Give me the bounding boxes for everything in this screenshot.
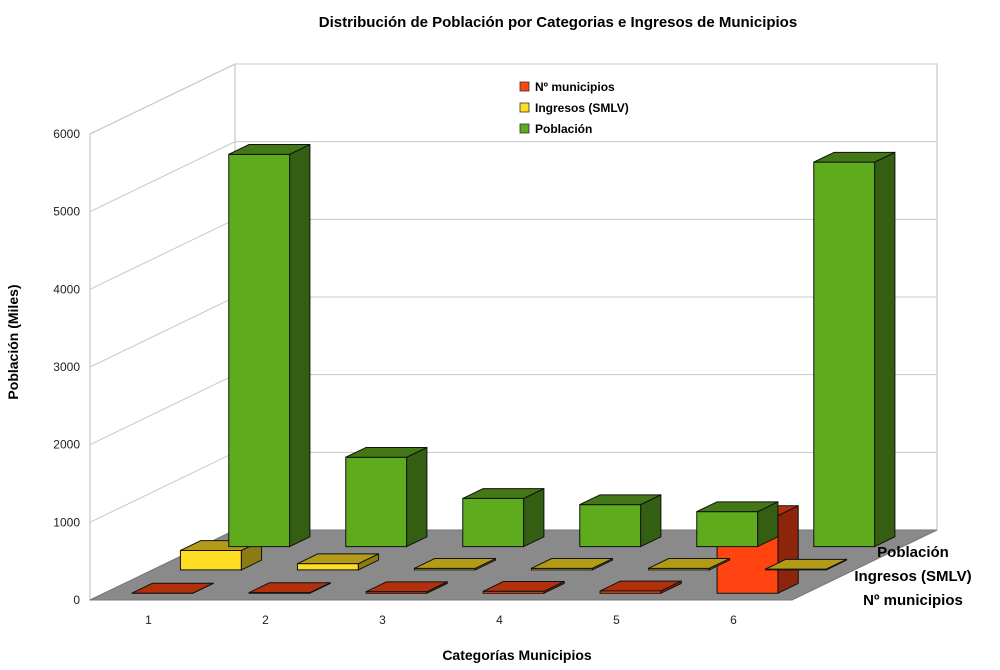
bar-top [765,558,847,570]
y-tick-label: 0 [73,593,80,607]
bar-top [345,446,428,458]
bar [462,487,545,548]
chart-title: Distribución de Población por Categorias… [319,14,797,31]
bar-top [599,580,682,592]
x-tick-label: 6 [730,613,737,627]
legend-entry: Población [535,122,592,136]
legend-entry: Nº municipios [535,80,615,94]
bar-front [462,497,525,548]
bar [764,558,848,571]
legend: Nº municipios Ingresos (SMLV) Población [519,80,629,136]
bar [813,151,896,548]
x-tick-label: 5 [613,613,620,627]
depth-label: Nº municipios [863,592,963,609]
y-axis-label: Población (Miles) [5,284,21,399]
bar-front [696,511,759,548]
bar [647,557,731,571]
bar-front [345,456,408,548]
bar [579,494,662,548]
bar-top [648,558,730,569]
bar-front [179,549,242,571]
bar-front [813,161,876,548]
y-tick-label: 5000 [53,205,80,219]
x-tick-label: 2 [262,613,269,627]
y-tick-label: 6000 [53,127,80,141]
depth-label: Población [877,544,949,561]
bar [599,580,682,595]
bar [696,501,779,548]
bar-top [531,558,613,569]
bar [248,582,331,595]
y-tick-label: 3000 [53,360,80,374]
bar-top [131,582,214,594]
depth-label: Ingresos (SMLV) [854,568,971,585]
bar [365,581,448,595]
bar-top [414,558,496,569]
bar-side [874,151,896,548]
bar [413,557,497,571]
bar-top [696,501,779,513]
legend-swatch [519,102,530,113]
y-tick-label: 1000 [53,515,80,529]
bar [345,446,428,548]
bar-top [462,488,545,499]
bar-top [813,151,896,163]
bar [530,557,614,571]
legend-swatch [519,123,530,134]
bar-top [248,582,331,594]
gridline [89,141,937,213]
x-tick-label: 3 [379,613,386,627]
bar [228,143,311,548]
bar [296,553,380,571]
bar [482,580,565,595]
gridline [89,63,937,135]
labels-layer: 0 1000 2000 3000 4000 5000 6000 1 2 3 4 5 6 Población… [53,127,971,627]
bar-front [579,504,642,548]
bar-top [365,581,448,593]
x-tick-label: 4 [496,613,503,627]
x-axis-label: Categorías Municipios [442,647,592,663]
bar-top [297,553,379,565]
bar-side [406,446,428,548]
bar-side [289,143,311,548]
bars-layer [131,143,896,595]
bar-top [579,494,662,506]
y-tick-label: 2000 [53,438,80,452]
bar-top [482,580,565,592]
legend-entry: Ingresos (SMLV) [535,101,629,115]
bar-top [228,144,311,155]
x-tick-label: 1 [145,613,152,627]
bar-front [228,153,291,548]
bar [131,582,214,595]
bar-front [296,563,359,571]
y-tick-label: 4000 [53,282,80,296]
legend-swatch [519,81,530,92]
bar-side [777,504,799,595]
